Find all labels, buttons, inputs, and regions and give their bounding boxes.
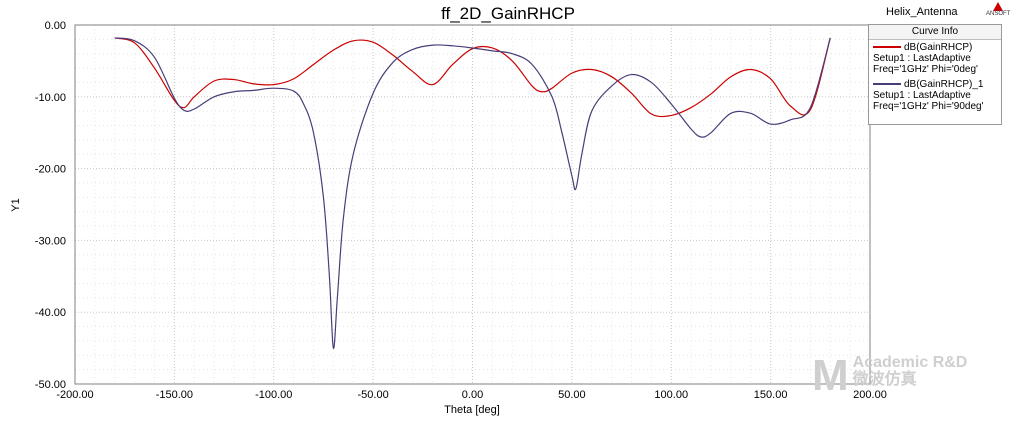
x-tick-label: 150.00 xyxy=(754,389,788,401)
ansoft-logo-text: ANSOFT xyxy=(986,11,1011,17)
x-tick-label: 100.00 xyxy=(654,389,688,401)
y-tick-label: -50.00 xyxy=(35,379,66,391)
legend-entry-series1[interactable]: dB(GainRHCP) Setup1 : LastAdaptive Freq=… xyxy=(869,40,1001,77)
y-tick-label: -40.00 xyxy=(35,307,66,319)
y-axis-label: Y1 xyxy=(10,198,22,211)
x-tick-label: 0.00 xyxy=(462,389,483,401)
x-axis-label: Theta [deg] xyxy=(444,404,500,416)
legend-title: Curve Info xyxy=(869,25,1001,40)
series-layer xyxy=(114,37,831,349)
legend-series1-name: dB(GainRHCP) xyxy=(904,42,973,53)
ansoft-logo: ANSOFT xyxy=(986,2,1010,18)
watermark-line1: Academic R&D xyxy=(852,354,968,371)
ansoft-logo-icon xyxy=(993,2,1004,11)
legend-series1-setup: Setup1 : LastAdaptive xyxy=(873,53,971,64)
legend-series2-params: Freq='1GHz' Phi='90deg' xyxy=(873,101,984,112)
legend-series2-setup: Setup1 : LastAdaptive xyxy=(873,90,971,101)
legend-swatch-series1 xyxy=(873,46,901,49)
chart-title: ff_2D_GainRHCP xyxy=(441,4,575,23)
legend-series2-name: dB(GainRHCP)_1 xyxy=(904,79,984,90)
curve-info-legend[interactable]: Curve Info dB(GainRHCP) Setup1 : LastAda… xyxy=(868,24,1002,125)
y-tick-label: -20.00 xyxy=(35,164,66,176)
x-tick-label: -150.00 xyxy=(156,389,193,401)
series-line-1[interactable] xyxy=(114,37,831,118)
x-tick-label: 200.00 xyxy=(853,389,887,401)
x-tick-labels: -200.00 -150.00 -100.00 -50.00 0.00 50.00 100.… xyxy=(56,389,886,401)
y-tick-label: -30.00 xyxy=(35,235,66,247)
x-tick-label: -100.00 xyxy=(255,389,292,401)
plot-area-border xyxy=(74,24,871,385)
watermark: M Academic R&D 微波仿真 xyxy=(812,354,967,398)
x-tick-label: -50.00 xyxy=(358,389,389,401)
legend-entry-series2[interactable]: dB(GainRHCP)_1 Setup1 : LastAdaptive Fre… xyxy=(869,77,1001,114)
legend-series1-params: Freq='1GHz' Phi='0deg' xyxy=(873,64,978,75)
x-tick-label: 50.00 xyxy=(558,389,586,401)
x-tick-label: -200.00 xyxy=(56,389,93,401)
y-tick-labels: 0.00 -10.00 -20.00 -30.00 -40.00 -50.00 xyxy=(35,20,66,391)
project-label: Helix_Antenna xyxy=(886,6,958,18)
series-line-2[interactable] xyxy=(114,37,831,349)
legend-swatch-series2 xyxy=(873,83,901,86)
y-tick-label: 0.00 xyxy=(45,20,66,32)
watermark-text: Academic R&D 微波仿真 xyxy=(853,354,968,388)
watermark-line2: 微波仿真 xyxy=(852,371,917,388)
grid-lines xyxy=(74,24,871,385)
watermark-logo: M xyxy=(812,351,849,400)
y-tick-label: -10.00 xyxy=(35,92,66,104)
